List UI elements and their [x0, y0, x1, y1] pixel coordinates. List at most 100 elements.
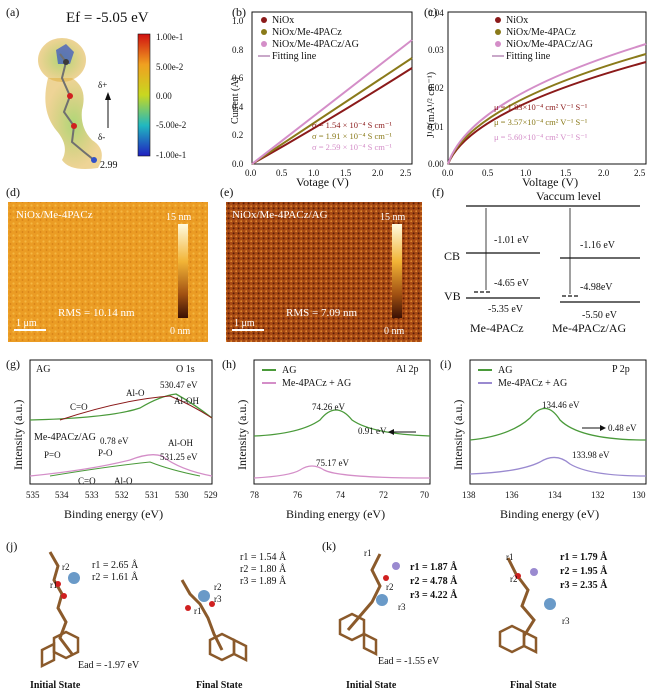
panel-g-axes [29, 359, 213, 485]
i-xtick-4: 130 [632, 490, 646, 500]
legend-c-nio: NiOx [506, 15, 528, 26]
panel-c: (c) J¹/²(mA¹/² cm⁻¹) Voltage (V) 0.0 0.5 … [424, 5, 647, 189]
i-xtick-2: 134 [548, 490, 562, 500]
j-final-r2: r2 = 1.80 Å [240, 563, 287, 575]
panel-g-xlabel: Binding energy (eV) [64, 507, 163, 521]
g-shift: 0.78 eV [100, 436, 129, 446]
vb-label: VB [444, 289, 461, 303]
afm-d-rms: RMS = 10.14 nm [58, 307, 135, 319]
j-final-atom-r2: r2 [214, 582, 222, 592]
legend-me: NiOx/Me-4PACz [272, 27, 342, 38]
afm-d-scale: 1 μm [16, 318, 37, 329]
curve-c-nio [447, 61, 647, 165]
svg-text:0.04: 0.04 [428, 8, 444, 18]
h-bottom-curve [253, 465, 431, 479]
g-xtick-1: 534 [55, 490, 69, 500]
h-shift: 0.91 eV [358, 426, 387, 436]
k-initial-r1: r1 = 1.87 Å [410, 561, 458, 573]
right-material: Me-4PACz/AG [552, 321, 627, 335]
j-final-molecule [180, 579, 248, 663]
k-final-r1: r1 = 1.79 Å [560, 551, 608, 563]
k-initial-molecule [338, 553, 400, 657]
right-cb-value: -1.16 eV [580, 240, 616, 251]
colorbar-tick-3: 0.00 [156, 91, 172, 101]
svg-text:0.00: 0.00 [428, 159, 444, 169]
panel-h-xticks: 78 76 74 72 70 [250, 490, 430, 500]
mu-nio: μ = 1.83×10⁻⁴ cm² V⁻¹ S⁻¹ [494, 102, 588, 112]
panel-h-title: Al 2p [396, 364, 419, 375]
svg-text:0.01: 0.01 [428, 122, 444, 132]
esp-colorbar [137, 33, 151, 157]
k-initial-r3: r3 = 4.22 Å [410, 589, 458, 601]
panel-h-label: (h) [222, 357, 236, 371]
svg-text:1.5: 1.5 [340, 168, 352, 178]
left-material: Me-4PACz [470, 321, 524, 335]
afm-e-bottom: 0 nm [384, 326, 405, 337]
legend-fit: Fitting line [272, 51, 317, 62]
g-bottom-curve [29, 454, 213, 477]
panel-e: (e) NiOx/Me-4PACz/AG 15 nm 0 nm RMS = 7.… [220, 185, 422, 342]
svg-text:0.0: 0.0 [232, 159, 244, 169]
svg-text:0.02: 0.02 [428, 83, 444, 93]
panel-f: (f) Vaccum level CB VB -1.01 eV -4.65 eV… [432, 185, 640, 335]
legend-c-me: NiOx/Me-4PACz [506, 27, 576, 38]
delta-plus-label: δ+ [98, 80, 107, 90]
i-legend-ag: AG [498, 365, 512, 376]
afm-d-bottom: 0 nm [170, 326, 191, 337]
colorbar-tick-4: -5.00e-2 [156, 120, 186, 130]
panel-b-legend: NiOx NiOx/Me-4PACz NiOx/Me-4PACz/AG Fitt… [258, 15, 359, 62]
panel-i-title: P 2p [612, 364, 630, 375]
panel-b-ticks: 0.0 0.5 1.0 1.5 2.0 2.5 0.0 0.2 0.4 0.6 0.8 1.… [232, 16, 412, 178]
g-bottom-peak-co: C=O [78, 476, 96, 486]
panel-g-top-label: AG [36, 364, 50, 375]
panel-c-xlabel: Voltage (V) [522, 175, 578, 189]
h-peak-top: 74.26 eV [312, 402, 345, 412]
right-vb-value: -5.50 eV [582, 310, 618, 321]
j-final-r1: r1 = 1.54 Å [240, 551, 287, 563]
panel-b-xlabel: Votage (V) [296, 175, 349, 189]
panel-a-label: (a) [6, 5, 19, 19]
panel-b-label: (b) [232, 5, 246, 19]
j-initial-r2: r2 = 1.61 Å [92, 571, 139, 583]
g-top-curve [29, 393, 213, 421]
panel-i: (i) Intensity (a.u.) Binding energy (eV)… [440, 357, 647, 521]
mu-me: μ = 3.57×10⁻⁴ cm² V⁻¹ S⁻¹ [494, 117, 588, 127]
h-xtick-1: 76 [293, 490, 303, 500]
left-vb-value: -5.35 eV [488, 304, 524, 315]
g-xtick-0: 535 [26, 490, 40, 500]
dipole-arrow: δ+ δ- 2.99 [98, 80, 118, 171]
panel-d-label: (d) [6, 185, 20, 199]
g-top-fit [59, 395, 213, 421]
colorbar-tick-1: 1.00e-1 [156, 32, 183, 42]
h-top-curve [253, 409, 431, 437]
panel-c-axes [447, 11, 647, 165]
k-initial-atom-r1: r1 [364, 548, 372, 558]
k-final-atom-r3: r3 [562, 616, 570, 626]
panel-e-label: (e) [220, 185, 233, 199]
cb-label: CB [444, 249, 460, 263]
h-legend-me: Me-4PACz + AG [282, 378, 351, 389]
i-legend-me: Me-4PACz + AG [498, 378, 567, 389]
mu-ag: μ = 5.60×10⁻⁴ cm² V⁻¹ S⁻¹ [494, 132, 588, 142]
vacuum-level-label: Vaccum level [536, 189, 602, 203]
i-peak-bottom: 133.98 eV [572, 450, 610, 460]
afm-d-top: 15 nm [166, 212, 192, 223]
afm-e-scalebar [392, 224, 402, 318]
panel-c-legend: NiOx NiOx/Me-4PACz NiOx/Me-4PACz/AG Fitt… [492, 15, 593, 62]
k-initial-r2: r2 = 4.78 Å [410, 575, 458, 587]
svg-text:2.5: 2.5 [634, 168, 646, 178]
colorbar-tick-5: -1.00e-1 [156, 150, 186, 160]
g-bottom-peak-aloh: Al-OH [168, 438, 193, 448]
k-ead: Ead = -1.55 eV [378, 656, 440, 667]
curve-me [251, 57, 413, 165]
delta-minus-label: δ- [98, 132, 105, 142]
k-final-atom-r1: r1 [506, 552, 514, 562]
i-bottom-curve [469, 456, 647, 477]
legend-c-ag: NiOx/Me-4PACz/AG [506, 39, 593, 50]
g-top-peak-aloh: Al-OH [174, 396, 199, 406]
afm-image-d [8, 202, 208, 342]
curve-ag [251, 39, 413, 165]
svg-text:1.5: 1.5 [560, 168, 572, 178]
i-top-curve [469, 407, 647, 441]
afm-image-e [226, 202, 422, 342]
